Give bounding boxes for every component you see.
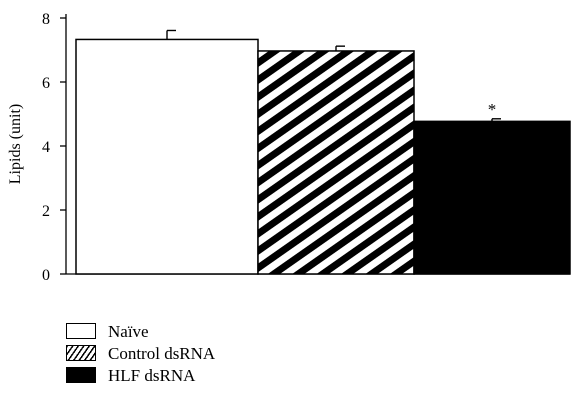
y-tick-label: 6 (42, 75, 50, 92)
bar-3 (413, 120, 571, 275)
annotations: * (488, 100, 497, 119)
legend-item-hlf: HLF dsRNA (66, 364, 215, 386)
y-tick-label: 2 (42, 203, 50, 220)
bar-1 (75, 38, 259, 275)
bar-chart: 0 2 4 6 8 * Lipids (unit) (7, 11, 571, 284)
bar-2 (257, 50, 415, 275)
bars (75, 29, 571, 275)
y-axis-label: Lipids (unit) (7, 104, 24, 184)
legend-swatch-control (66, 345, 96, 361)
significance-marker: * (488, 100, 497, 119)
legend-swatch-naive (66, 323, 96, 339)
legend-swatch-hlf (66, 367, 96, 383)
y-tick-label: 8 (42, 11, 50, 28)
legend-item-control: Control dsRNA (66, 342, 215, 364)
legend: Naïve Control dsRNA HLF dsRNA (66, 320, 215, 386)
y-tick-label: 4 (42, 139, 50, 156)
legend-item-naive: Naïve (66, 320, 215, 342)
legend-label-naive: Naïve (108, 321, 149, 341)
y-tick-label: 0 (42, 267, 50, 284)
legend-label-control: Control dsRNA (108, 343, 216, 363)
legend-label-hlf: HLF dsRNA (108, 365, 196, 385)
